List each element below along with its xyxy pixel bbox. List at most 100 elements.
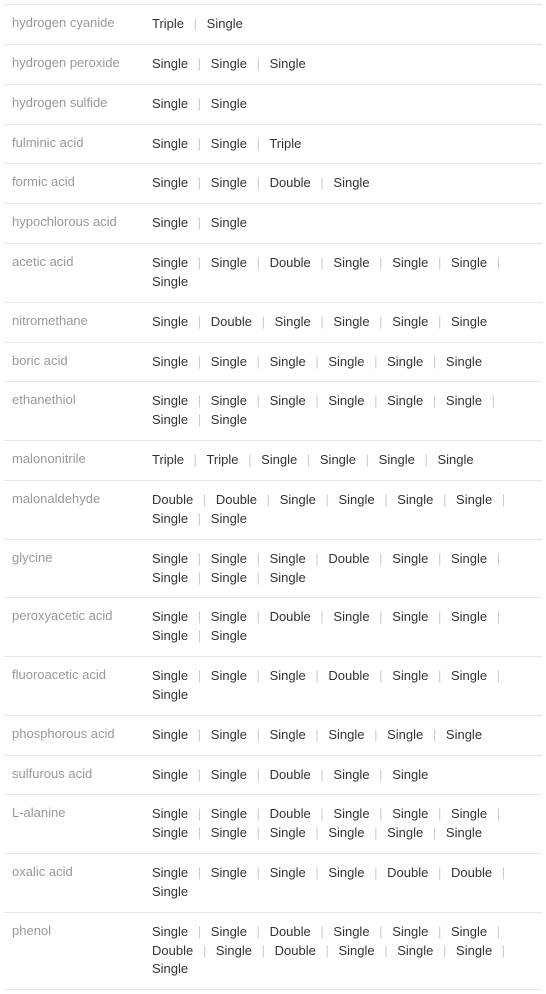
separator: | [192, 551, 207, 566]
bonds-cell: Single | Single [144, 204, 542, 244]
table-row: peroxyacetic acidSingle | Single | Doubl… [4, 598, 542, 657]
bond-type: Single [451, 924, 487, 939]
bond-type: Single [451, 255, 487, 270]
separator: | [251, 806, 266, 821]
bonds-cell: Single | Single | Single [144, 44, 542, 84]
bond-type: Single [451, 668, 487, 683]
bond-type: Single [152, 884, 188, 899]
separator: | [192, 56, 207, 71]
separator: | [192, 314, 207, 329]
bond-type: Single [270, 393, 306, 408]
bond-type: Double [451, 865, 492, 880]
separator: | [309, 727, 324, 742]
separator: | [251, 255, 266, 270]
bond-type: Single [211, 136, 247, 151]
bond-type: Single [211, 393, 247, 408]
separator: | [418, 452, 433, 467]
bond-type: Single [152, 412, 188, 427]
separator: | [373, 255, 388, 270]
separator: | [251, 56, 266, 71]
separator: | [314, 806, 329, 821]
separator: | [192, 255, 207, 270]
separator: | [314, 767, 329, 782]
bond-type: Single [211, 56, 247, 71]
bond-type: Single [328, 727, 364, 742]
bond-type: Single [152, 354, 188, 369]
separator: | [251, 825, 266, 840]
compound-label: nitromethane [4, 302, 144, 342]
separator: | [192, 727, 207, 742]
separator: | [192, 609, 207, 624]
separator: | [314, 924, 329, 939]
separator: | [368, 825, 383, 840]
bond-type: Triple [269, 136, 301, 151]
separator: | [373, 609, 388, 624]
table-row: ethanethiolSingle | Single | Single | Si… [4, 382, 542, 441]
separator: | [491, 609, 506, 624]
separator: | [427, 354, 442, 369]
separator: | [192, 354, 207, 369]
separator: | [251, 609, 266, 624]
bonds-cell: Single | Single | Single | Single | Sing… [144, 715, 542, 755]
bond-type: Double [270, 806, 311, 821]
separator: | [256, 943, 271, 958]
separator: | [197, 943, 212, 958]
separator: | [491, 806, 506, 821]
separator: | [192, 175, 207, 190]
separator: | [427, 727, 442, 742]
compound-label: sulfurous acid [4, 755, 144, 795]
bond-type: Single [211, 767, 247, 782]
table-row: hydrogen sulfideSingle | Single [4, 84, 542, 124]
table-row: glycineSingle | Single | Single | Double… [4, 539, 542, 598]
separator: | [251, 551, 266, 566]
bonds-cell: Single | Single | Double | Single | Sing… [144, 244, 542, 303]
separator: | [314, 609, 329, 624]
separator: | [373, 668, 388, 683]
compound-label: hypochlorous acid [4, 204, 144, 244]
table-row: hydrogen cyanideTriple | Single [4, 5, 542, 45]
separator: | [378, 492, 393, 507]
bond-type: Single [392, 551, 428, 566]
separator: | [309, 551, 324, 566]
bond-type: Single [211, 727, 247, 742]
bond-type: Single [270, 354, 306, 369]
separator: | [301, 452, 316, 467]
separator: | [192, 215, 207, 230]
bond-type: Single [320, 452, 356, 467]
separator: | [192, 511, 207, 526]
bond-type: Single [270, 825, 306, 840]
bond-type: Single [152, 56, 188, 71]
bond-type: Single [152, 924, 188, 939]
bond-type: Single [270, 865, 306, 880]
table-row: boric acidSingle | Single | Single | Sin… [4, 342, 542, 382]
separator: | [427, 825, 442, 840]
bond-type: Single [211, 412, 247, 427]
compound-label: fluoroacetic acid [4, 657, 144, 716]
bond-type: Single [152, 609, 188, 624]
table-row: malonaldehydeDouble | Double | Single | … [4, 480, 542, 539]
compound-label: L-alanine [4, 795, 144, 854]
bond-type: Single [211, 570, 247, 585]
bonds-cell: Single | Single | Single | Single | Doub… [144, 854, 542, 913]
compound-label: hydrogen cyanide [4, 5, 144, 45]
bond-type: Single [446, 727, 482, 742]
separator: | [192, 412, 207, 427]
bonds-cell: Single | Single | Single | Single | Sing… [144, 382, 542, 441]
separator: | [251, 727, 266, 742]
table-row: phenolSingle | Single | Double | Single … [4, 912, 542, 990]
bond-type: Double [270, 767, 311, 782]
bonds-cell: Single | Single | Double | Single | Sing… [144, 795, 542, 854]
separator: | [437, 492, 452, 507]
separator: | [309, 865, 324, 880]
bond-type: Double [270, 924, 311, 939]
compound-label: malononitrile [4, 441, 144, 481]
bond-type: Single [446, 393, 482, 408]
compound-label: peroxyacetic acid [4, 598, 144, 657]
separator: | [256, 314, 271, 329]
separator: | [251, 136, 266, 151]
bond-type: Single [456, 492, 492, 507]
bond-type: Double [387, 865, 428, 880]
bond-type: Single [333, 767, 369, 782]
bond-type: Single [333, 609, 369, 624]
bond-type: Single [392, 609, 428, 624]
